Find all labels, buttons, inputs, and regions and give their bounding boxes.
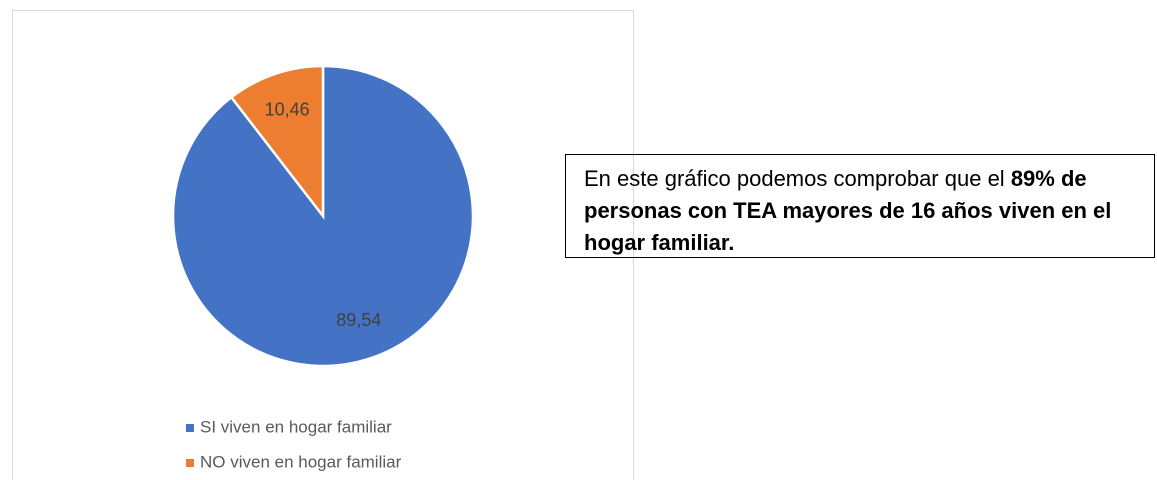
legend-marker bbox=[186, 424, 194, 432]
pie-slice bbox=[229, 64, 325, 220]
legend-label: NO viven en hogar familiar bbox=[200, 452, 402, 471]
note-bold: 89% de personas con TEA mayores de 16 añ… bbox=[584, 166, 1112, 255]
note-text: En este gráfico podemos comprobar que el bbox=[584, 166, 1005, 191]
data-label: 89,54 bbox=[336, 310, 381, 330]
legend-marker bbox=[186, 459, 194, 467]
chart: 89,54 10,46 SI viven en hogar familiar NO v… bbox=[12, 10, 634, 480]
data-label: 10,46 bbox=[265, 100, 310, 120]
text-box: En este gráfico podemos comprobar que el… bbox=[565, 154, 1155, 258]
legend-label: SI viven en hogar familiar bbox=[200, 417, 392, 436]
